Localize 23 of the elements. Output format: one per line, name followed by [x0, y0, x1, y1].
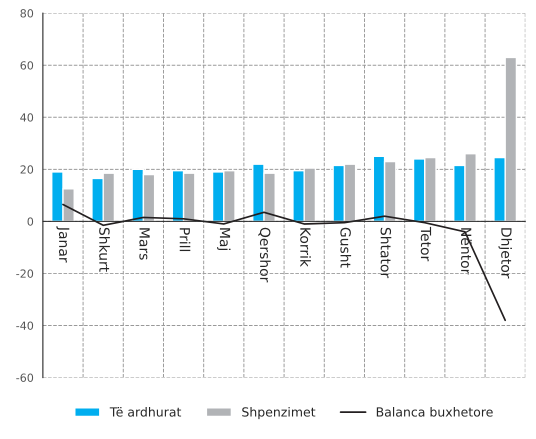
y-tick-label: 40	[20, 113, 34, 122]
y-tick-label: 20	[20, 165, 34, 174]
y-tick-label: 80	[20, 9, 34, 18]
x-tick-label: Qershor	[258, 228, 271, 282]
x-tick-label: Maj	[217, 228, 230, 250]
x-tick-label: Tetor	[420, 226, 432, 262]
x-tick-label: Mars	[139, 228, 150, 260]
x-tick-label: Gusht	[340, 228, 352, 268]
x-tick-label: Shtator	[380, 228, 392, 278]
x-tick-label: Janar	[56, 226, 70, 263]
y-tick-label: 0	[28, 217, 34, 226]
y-tick-label: -40	[16, 321, 34, 330]
legend-label: Balanca buxhetore	[376, 407, 493, 417]
x-tick-label: Korrik	[300, 228, 311, 267]
x-tick-label: Dhjetor	[498, 228, 512, 278]
x-tick-label: Nëntor	[460, 228, 472, 274]
legend-label: Të ardhurat	[110, 407, 182, 417]
y-tick-label: -20	[16, 269, 34, 278]
y-tick-label: -60	[16, 374, 34, 382]
y-tick-label: 60	[20, 61, 34, 70]
legend-label: Shpenzimet	[242, 407, 316, 420]
x-tick-label: Shkurt	[99, 228, 110, 272]
x-tick-label: Prill	[180, 228, 190, 252]
